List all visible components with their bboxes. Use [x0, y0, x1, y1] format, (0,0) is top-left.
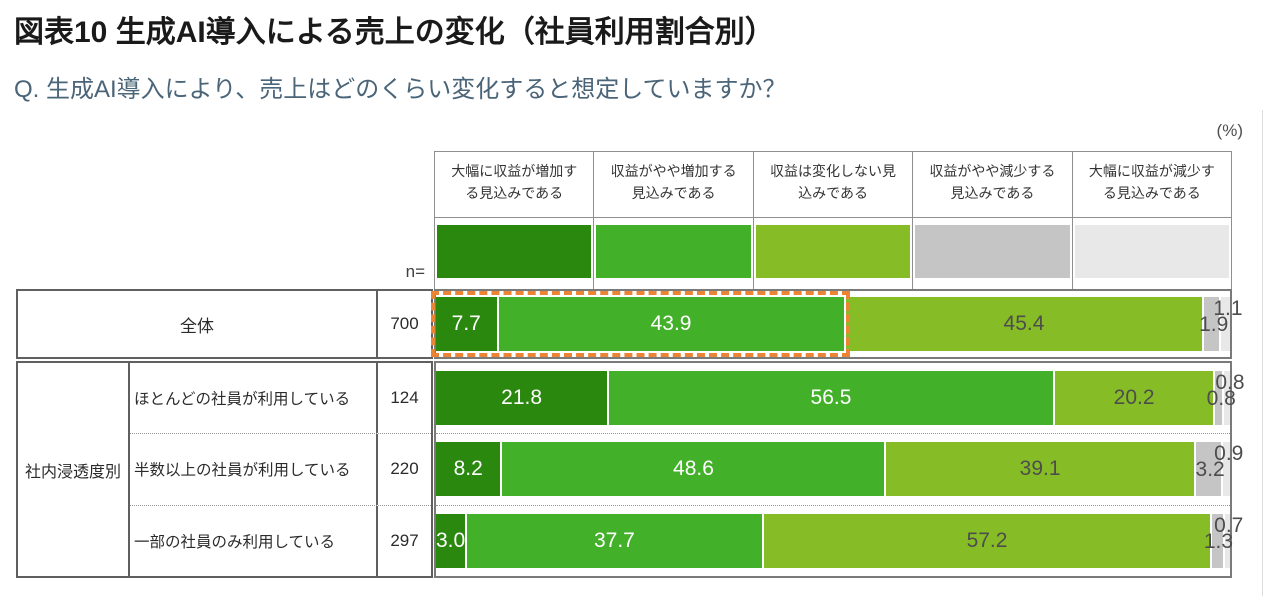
highlight-dashed-box	[431, 291, 850, 357]
row-n-value: 220	[390, 459, 419, 479]
stacked-bar: 21.8 56.5 20.2 0.8 0.8	[436, 371, 1245, 426]
bar-value-label: 0.8	[1206, 387, 1236, 411]
bar-row: 8.2 48.6 39.1 3.2 0.9	[436, 434, 1243, 506]
bar-segment	[1221, 297, 1230, 351]
bar-value-label: 45.4	[1003, 312, 1045, 335]
bar-value-label: 21.8	[501, 386, 543, 410]
bar-segment	[1204, 297, 1222, 351]
penetration-rows-label-table: 社内浸透度別 ほとんどの社員が利用している 124 半数以上の社員が利用している 220…	[16, 361, 433, 578]
figure-title: 図表10 生成AI導入による売上の変化（社員利用割合別）	[14, 16, 775, 49]
bar-segment	[1195, 442, 1223, 497]
bar-segment: 20.2	[1054, 371, 1216, 426]
bar-segment: 3.0	[436, 513, 468, 568]
bar-segment: 37.7	[467, 513, 764, 568]
legend-item-label: 収益は変化しない見込みである	[753, 152, 913, 218]
bar-segment: 48.6	[502, 442, 887, 497]
bar-value-label: 1.1	[1213, 297, 1243, 320]
bar-value-label: 48.6	[673, 457, 714, 481]
bar-segment: 39.1	[886, 442, 1196, 497]
bar-segment	[1215, 371, 1224, 426]
row-label: ほとんどの社員が利用している	[130, 363, 378, 434]
label-row: ほとんどの社員が利用している 124	[130, 363, 431, 435]
bar-value-label: 3.0	[436, 528, 466, 552]
legend-swatch	[755, 225, 911, 278]
legend-swatch	[437, 225, 592, 278]
bar-segment: 8.2	[436, 442, 503, 497]
bar-segment: 7.7	[436, 297, 499, 351]
bar-segment: 43.9	[498, 297, 846, 351]
bar-value-label: 7.7	[451, 312, 481, 335]
percent-unit-label: (%)	[1216, 121, 1243, 140]
bar-row: 7.7 43.9 45.4 1.9 1.1	[431, 291, 1243, 357]
bar-value-label: 56.5	[810, 386, 852, 410]
overall-row-label-table: 全体 700	[16, 289, 433, 359]
row-n-value: 700	[390, 314, 419, 333]
bar-segment	[1224, 513, 1230, 568]
legend-item: 大幅に収益が減少する見込みである	[1072, 152, 1232, 289]
row-label-overall: 全体	[18, 291, 378, 357]
legend: 大幅に収益が増加する見込みである 収益がやや増加する見込みである 収益は変化しない見…	[434, 151, 1232, 289]
bar-segment	[1222, 442, 1231, 497]
n-equals-label: n=	[405, 262, 425, 281]
legend-item-label: 大幅に収益が減少する見込みである	[1072, 152, 1232, 218]
legend-swatch	[915, 225, 1070, 278]
legend-item: 収益は変化しない見込みである	[753, 152, 914, 289]
stacked-bar: 8.2 48.6 39.1 3.2 0.9	[436, 442, 1243, 497]
bar-value-label: 43.9	[650, 312, 692, 335]
sub-rows: ほとんどの社員が利用している 124 半数以上の社員が利用している 220 一部の社員の…	[130, 363, 431, 576]
legend-item-label: 大幅に収益が増加する見込みである	[435, 152, 594, 218]
overall-bar-area: 7.7 43.9 45.4 1.9 1.1	[431, 289, 1243, 359]
row-n-value: 124	[390, 388, 419, 408]
legend-item-label: 収益がやや増加する見込みである	[594, 152, 753, 218]
bar-segment: 57.2	[763, 513, 1213, 568]
label-row: 半数以上の社員が利用している 220	[130, 434, 431, 506]
legend-item: 収益がやや減少する見込みである	[913, 152, 1073, 289]
label-row: 一部の社員のみ利用している 297	[130, 505, 431, 576]
bar-row: 3.0 37.7 57.2 1.3 0.7	[436, 506, 1243, 576]
bar-value-label: 1.9	[1199, 312, 1229, 336]
legend-swatch	[596, 225, 751, 278]
legend-item: 大幅に収益が増加する見込みである	[435, 152, 595, 289]
bar-value-label: 0.9	[1214, 442, 1244, 466]
legend-swatch	[1074, 225, 1230, 278]
bar-segment: 21.8	[436, 371, 610, 426]
bar-value-label: 8.2	[453, 457, 483, 481]
bar-segment	[1212, 513, 1225, 568]
legend-item: 収益がやや増加する見込みである	[594, 152, 754, 289]
group-label: 社内浸透度別	[18, 363, 130, 576]
bar-row: 21.8 56.5 20.2 0.8 0.8	[436, 363, 1245, 435]
bar-value-label: 57.2	[966, 528, 1008, 552]
row-n-value: 297	[390, 530, 419, 550]
bar-value-label: 1.3	[1203, 529, 1234, 553]
stacked-bar: 3.0 37.7 57.2 1.3 0.7	[436, 513, 1243, 568]
page-edge-line	[1262, 110, 1263, 596]
bar-value-label: 3.2	[1195, 458, 1225, 482]
bar-value-label: 0.8	[1215, 371, 1245, 395]
stacked-bar: 7.7 43.9 45.4 1.9 1.1	[431, 291, 1243, 357]
bar-segment: 45.4	[845, 297, 1205, 351]
row-label: 半数以上の社員が利用している	[130, 434, 378, 505]
question-text: Q. 生成AI導入により、売上はどのくらい変化すると想定していますか？	[14, 76, 787, 103]
bar-value-label: 39.1	[1019, 457, 1061, 481]
bar-segment	[1223, 371, 1230, 426]
bar-value-label: 20.2	[1113, 386, 1155, 410]
bar-value-label: 0.7	[1214, 513, 1244, 537]
penetration-bar-area: 21.8 56.5 20.2 0.8 0.8 8.2 48.6 39.1 3.2 0.9 3.0 37…	[434, 361, 1245, 578]
legend-item-label: 収益がやや減少する見込みである	[913, 152, 1072, 218]
row-label: 一部の社員のみ利用している	[130, 505, 378, 576]
bar-segment: 56.5	[609, 371, 1055, 426]
bar-value-label: 37.7	[593, 528, 635, 552]
